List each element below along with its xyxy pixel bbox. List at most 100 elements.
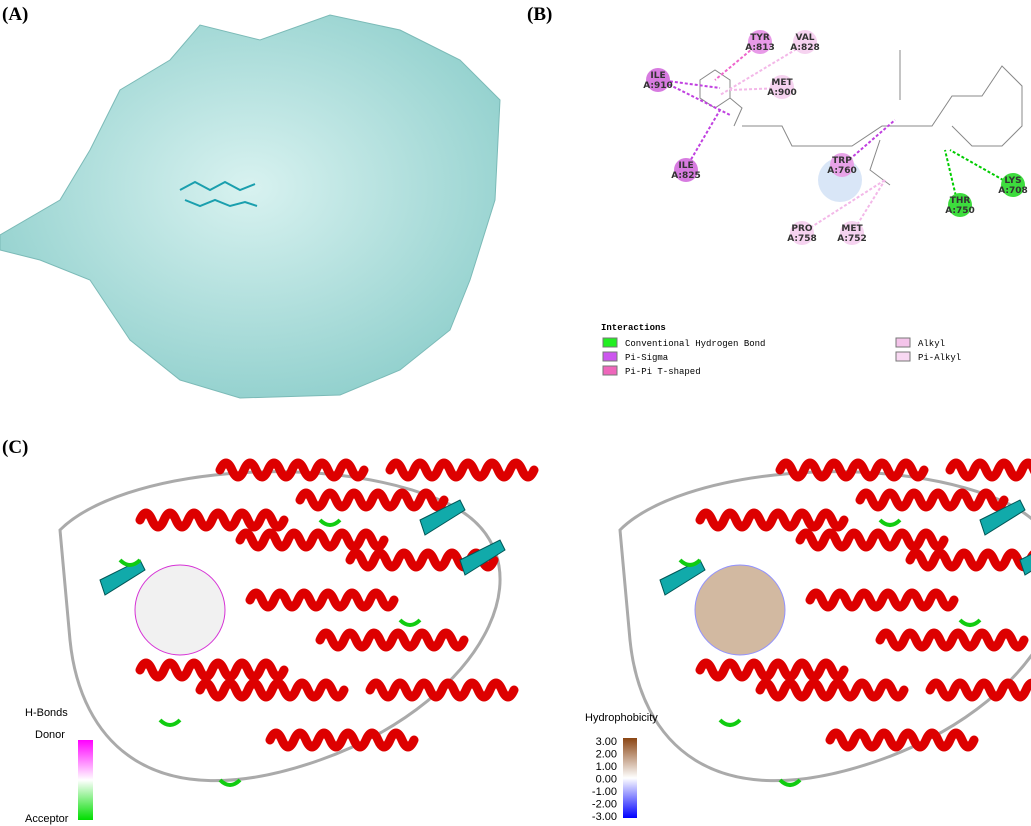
turn	[318, 518, 342, 527]
residue-node	[840, 221, 864, 245]
legend-label: Pi-Alkyl	[918, 353, 961, 363]
residue-node	[770, 75, 794, 99]
residue-id: A:825	[671, 171, 701, 181]
protein-cartoon	[58, 458, 539, 787]
binding-surface	[694, 564, 786, 656]
helix	[795, 528, 949, 552]
residue-node	[948, 193, 972, 217]
residue-name: PRO	[791, 224, 813, 234]
interaction-diagram	[699, 50, 1023, 186]
tick-label: -1.00	[592, 786, 617, 798]
helix	[135, 658, 289, 682]
turn	[118, 558, 142, 567]
helix	[875, 628, 1029, 652]
residue-node	[748, 30, 772, 54]
helix	[775, 458, 929, 482]
residue-node	[830, 153, 854, 177]
legend-label: Conventional Hydrogen Bond	[625, 339, 765, 349]
helix	[265, 728, 419, 752]
protein-cartoon	[618, 458, 1031, 787]
residue-name: VAL	[795, 33, 814, 43]
legend-swatch	[895, 351, 911, 362]
residue-node	[793, 30, 817, 54]
residue-id: A:813	[745, 43, 775, 53]
helix	[755, 678, 909, 702]
residue-id: A:750	[945, 206, 975, 216]
residue-node	[674, 158, 698, 182]
helix	[365, 678, 519, 702]
helix	[695, 658, 849, 682]
tick-label: 0.00	[596, 774, 617, 786]
tick-label: -3.00	[592, 811, 617, 823]
helix	[215, 458, 369, 482]
residue-name: ILE	[650, 71, 665, 81]
residue-name: MET	[771, 78, 793, 88]
helix	[315, 628, 469, 652]
residue-node	[1001, 173, 1025, 197]
helix	[825, 728, 979, 752]
gradient-bar	[78, 740, 93, 820]
sheet	[459, 539, 506, 576]
residue-id: A:758	[787, 234, 817, 244]
sheet	[659, 559, 706, 596]
legend-label: Alkyl	[918, 339, 945, 349]
legend-label: Pi-Pi T-shaped	[625, 367, 701, 377]
legend-swatch	[895, 337, 911, 348]
residue-id: A:910	[643, 81, 673, 91]
legend-label: Pi-Sigma	[625, 353, 669, 363]
turn	[778, 778, 802, 787]
legend-label: Acceptor	[25, 813, 69, 825]
legend-title: Hydrophobicity	[585, 712, 658, 724]
turn	[218, 778, 242, 787]
residue-name: THR	[950, 196, 971, 206]
tick-label: -2.00	[592, 799, 617, 811]
turn	[158, 718, 182, 727]
sheet	[419, 499, 466, 536]
panel-label: (B)	[527, 4, 552, 25]
helix	[245, 588, 399, 612]
helix	[905, 548, 1031, 572]
binding-surface	[134, 564, 226, 656]
residue-id: A:752	[837, 234, 867, 244]
helix	[855, 488, 1009, 512]
residue-node	[790, 221, 814, 245]
panel-label: (A)	[2, 4, 28, 25]
legend-swatch	[602, 365, 618, 376]
turn	[398, 618, 422, 627]
helix	[945, 458, 1031, 482]
residue-id: A:760	[827, 166, 857, 176]
turn	[958, 618, 982, 627]
tick-label: 1.00	[596, 761, 617, 773]
residue-name: MET	[841, 224, 863, 234]
residue-id: A:708	[998, 186, 1028, 196]
legend-title: Interactions	[601, 323, 666, 333]
helix	[135, 508, 289, 532]
legend-label: Donor	[35, 729, 65, 741]
legend-swatch	[602, 337, 618, 348]
residue-node	[646, 68, 670, 92]
legend-swatch	[602, 351, 618, 362]
helix	[805, 588, 959, 612]
panel-label: (C)	[2, 437, 28, 458]
helix	[195, 678, 349, 702]
interaction-lines	[659, 43, 1013, 234]
helix	[925, 678, 1031, 702]
helix	[295, 488, 449, 512]
residue-name: LYS	[1004, 176, 1021, 186]
helix	[235, 528, 389, 552]
sheet	[99, 559, 146, 596]
sheet	[1019, 553, 1031, 576]
turn	[678, 558, 702, 567]
residue-id: A:828	[790, 43, 820, 53]
sheet	[979, 499, 1026, 536]
legend-title: H-Bonds	[25, 707, 68, 719]
residue-name: ILE	[678, 161, 693, 171]
gradient-bar	[623, 738, 637, 818]
residue-name: TYR	[750, 33, 770, 43]
helix	[695, 508, 849, 532]
residue-id: A:900	[767, 88, 797, 98]
residue-name: TRP	[832, 156, 852, 166]
turn	[878, 518, 902, 527]
tick-label: 3.00	[596, 736, 617, 748]
